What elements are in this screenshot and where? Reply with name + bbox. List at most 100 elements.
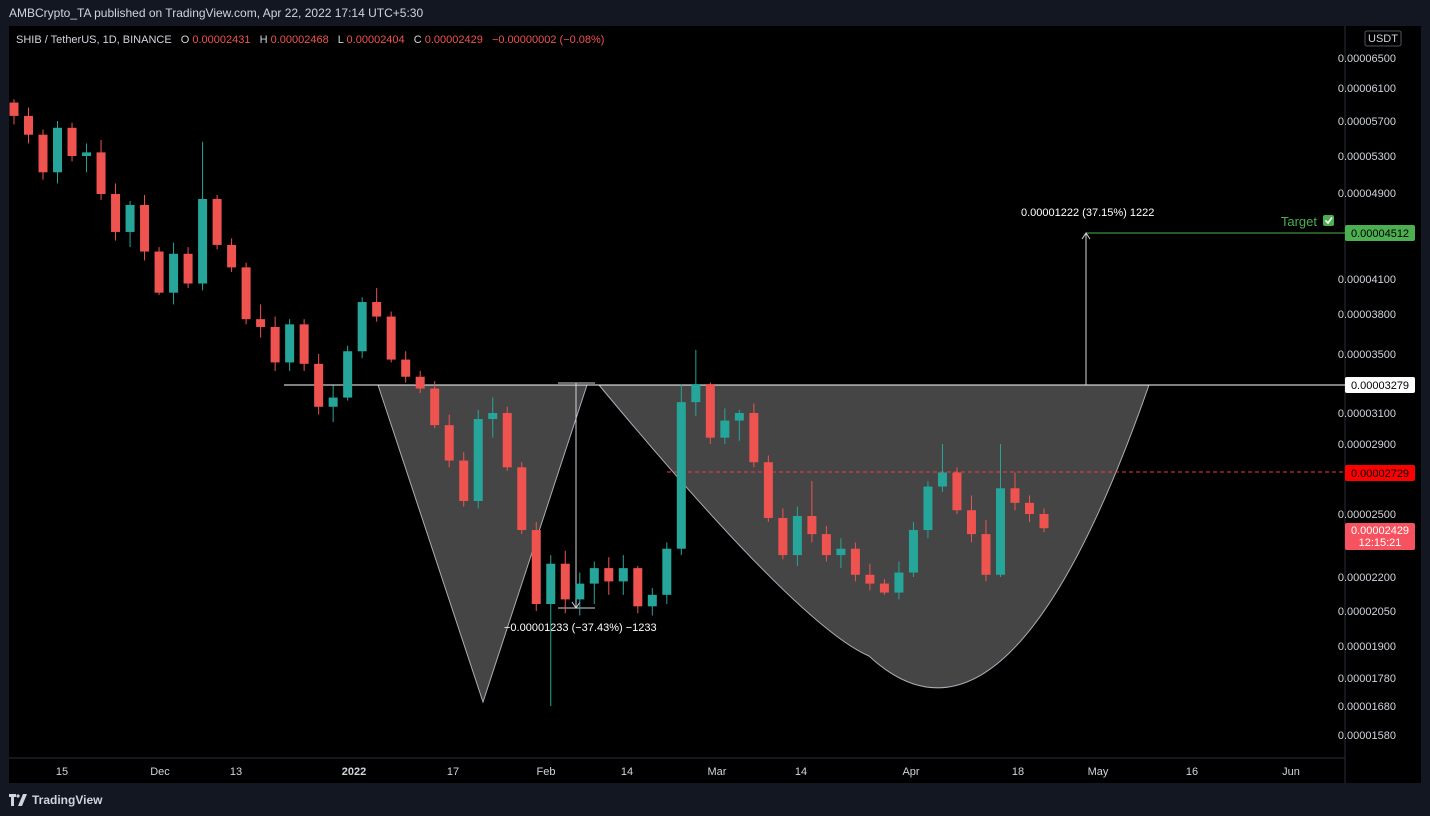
price-tick-label: 0.00001900 xyxy=(1338,641,1396,653)
candle-body xyxy=(111,193,121,232)
candle-body xyxy=(676,402,686,549)
price-tick-label: 0.00002050 xyxy=(1338,606,1396,618)
candle xyxy=(53,121,63,184)
candle-body xyxy=(966,510,976,535)
candle-body xyxy=(386,316,396,360)
candle-body xyxy=(502,413,512,468)
candle-body xyxy=(850,548,860,575)
candle-body xyxy=(618,568,628,582)
candle xyxy=(328,385,338,423)
candle xyxy=(125,200,135,248)
currency-badge-box[interactable] xyxy=(1364,30,1402,47)
candle xyxy=(836,538,846,569)
candle xyxy=(444,414,454,468)
candle-body xyxy=(792,515,802,556)
candle-body xyxy=(981,534,991,575)
candle-body xyxy=(821,534,831,556)
last-price-tag xyxy=(1345,523,1415,550)
candle xyxy=(459,452,469,507)
candle-body xyxy=(807,515,817,535)
time-tick-label: Mar xyxy=(708,766,727,778)
candle-body xyxy=(749,413,759,463)
candle xyxy=(415,370,425,394)
chart-area[interactable]: SHIB / TetherUS, 1D, BINANCE O 0.0000243… xyxy=(9,26,1421,783)
candle xyxy=(531,521,541,611)
candle-body xyxy=(633,568,643,607)
candle xyxy=(285,319,295,371)
price-tick-label: 0.00001680 xyxy=(1338,701,1396,713)
candle xyxy=(241,262,251,325)
time-tick-label: Jun xyxy=(1282,766,1300,778)
currency-badge[interactable]: USDT xyxy=(1368,33,1398,45)
candle-body xyxy=(343,351,353,398)
neckline-price-text: 0.00003279 xyxy=(1351,380,1409,392)
up-measure-arrowhead xyxy=(1081,232,1091,240)
candle-body xyxy=(517,467,527,531)
candle-body xyxy=(140,204,150,252)
candle xyxy=(111,183,121,241)
time-tick-label: Feb xyxy=(537,766,556,778)
candle xyxy=(227,238,237,272)
candle xyxy=(1010,472,1020,511)
price-tick-label: 0.00004900 xyxy=(1338,188,1396,200)
candle-body xyxy=(212,198,222,245)
candle-body xyxy=(952,472,962,511)
candle xyxy=(981,519,991,582)
legend-close: 0.00002429 xyxy=(425,34,483,46)
price-tick-label: 0.00002900 xyxy=(1338,439,1396,451)
price-chart[interactable]: SHIB / TetherUS, 1D, BINANCE O 0.0000243… xyxy=(9,26,1421,783)
candle xyxy=(256,304,266,338)
brand[interactable]: TradingView xyxy=(9,793,102,807)
price-tick-label: 0.00002200 xyxy=(1338,572,1396,584)
target-check-mark xyxy=(1324,217,1333,225)
price-axis: 0.00006500 0.00006100 0.00005700 0.00005300… xyxy=(1338,53,1396,742)
candle-body xyxy=(763,462,773,518)
candle xyxy=(865,563,875,591)
time-axis: 15 Dec 13 2022 17 Feb 14 Mar 14 Apr 18 May 16 Jun xyxy=(56,766,1300,778)
candle xyxy=(618,555,628,595)
candle xyxy=(314,354,324,415)
legend-symbol: SHIB / TetherUS, 1D, BINANCE xyxy=(16,34,172,46)
candle xyxy=(270,316,280,371)
candle-body xyxy=(125,204,135,232)
candle-body xyxy=(720,420,730,438)
candle xyxy=(401,351,411,383)
candle-body xyxy=(53,127,63,173)
candles xyxy=(9,99,1049,706)
price-tick-label: 0.00003100 xyxy=(1338,408,1396,420)
candle xyxy=(734,409,744,441)
candle xyxy=(923,481,933,539)
candle-body xyxy=(314,363,324,407)
time-tick-label: 14 xyxy=(795,766,807,778)
candle xyxy=(343,345,353,401)
candle xyxy=(299,319,309,371)
neckline-price-tag xyxy=(1345,377,1415,393)
legend: SHIB / TetherUS, 1D, BINANCE O 0.0000243… xyxy=(16,34,604,46)
candle xyxy=(169,242,179,305)
candle-body xyxy=(647,594,657,607)
candle xyxy=(488,397,498,438)
candle-body xyxy=(589,568,599,584)
time-tick-label: 14 xyxy=(621,766,633,778)
candle xyxy=(38,129,48,180)
candle xyxy=(676,384,686,556)
candle xyxy=(9,99,19,125)
candle-body xyxy=(169,253,179,293)
candle-body xyxy=(183,253,193,284)
candle-body xyxy=(546,563,556,605)
candle xyxy=(546,555,556,706)
candle xyxy=(850,542,860,582)
publisher-line: AMBCrypto_TA published on TradingView.co… xyxy=(9,6,424,20)
candle-body xyxy=(879,583,889,593)
candle xyxy=(517,462,527,535)
price-tick-label: 0.00006500 xyxy=(1338,53,1396,65)
candle xyxy=(662,542,672,605)
candle-body xyxy=(734,413,744,421)
candle xyxy=(502,406,512,471)
legend-low-label: L xyxy=(338,34,344,46)
candle xyxy=(430,381,440,429)
candle-body xyxy=(415,376,425,389)
candle xyxy=(386,311,396,363)
target-label: Target xyxy=(1281,214,1318,229)
candle-body xyxy=(401,359,411,377)
